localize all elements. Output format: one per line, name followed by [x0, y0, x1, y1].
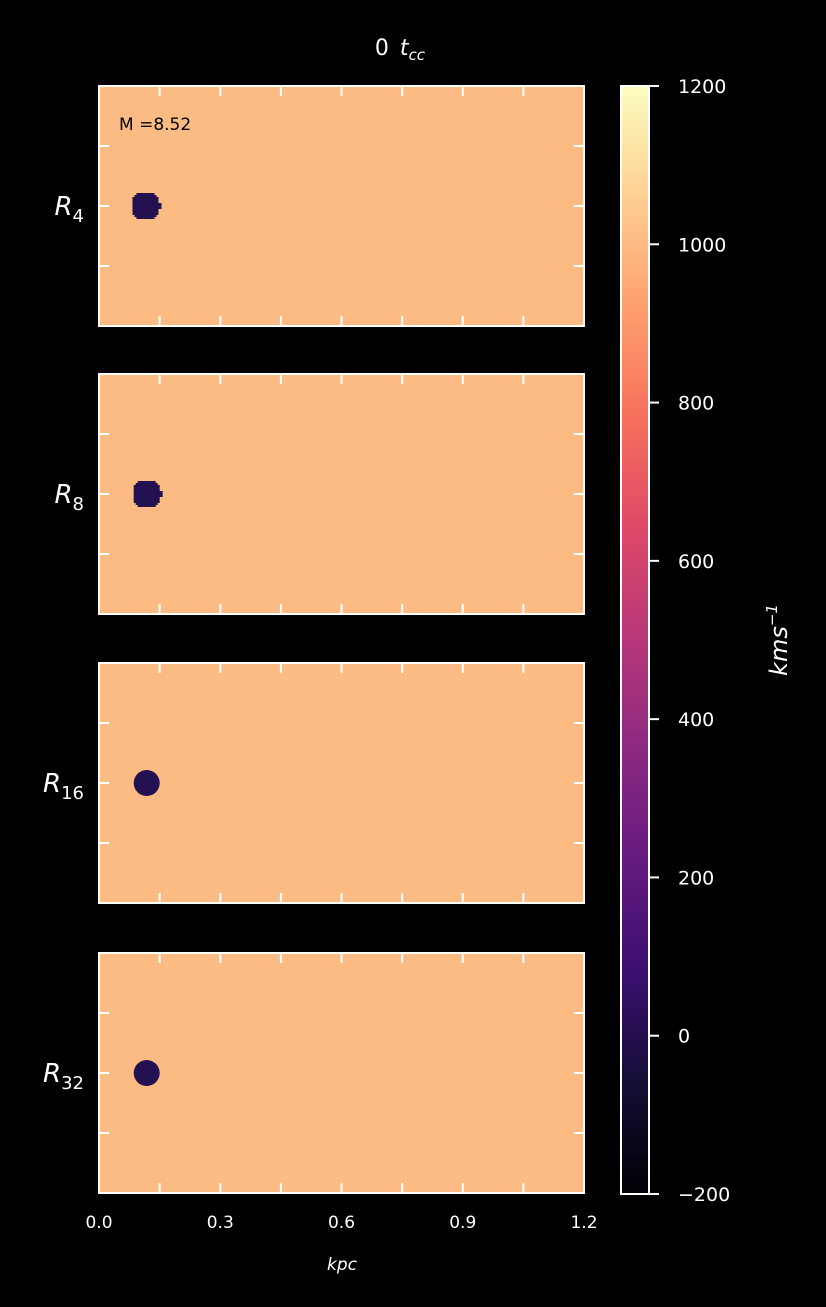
x-tick-label: 0.6: [328, 1213, 355, 1233]
colorbar-ticks: 1200 1000 800 600 400 200 0 −200: [649, 76, 730, 1206]
x-tick-labels: 0.0 0.3 0.6 0.9 1.2: [85, 1213, 597, 1233]
panel-R8: R8: [54, 373, 585, 615]
colorbar-tick-label: 0: [678, 1026, 690, 1048]
x-tick-label: 0.9: [449, 1213, 476, 1233]
cloud-core: [134, 195, 157, 217]
row-label: R8: [54, 480, 84, 515]
colorbar-label: kms−1: [763, 604, 793, 676]
cloud-tail: [158, 491, 163, 497]
panel-background: [98, 373, 585, 615]
cloud: [133, 481, 163, 507]
cloud-tail: [157, 203, 162, 209]
x-tick-label: 1.2: [570, 1213, 597, 1233]
panel-R4: R4: [54, 85, 585, 327]
colorbar-tick-label: 600: [678, 551, 714, 573]
figure-title: 0 tcc: [375, 36, 426, 64]
x-tick-label: 0.0: [85, 1213, 112, 1233]
panel-background: [98, 662, 585, 904]
cloud: [133, 1060, 160, 1086]
x-axis-label: kpc: [327, 1255, 358, 1275]
colorbar-tick-label: 1000: [678, 234, 726, 256]
row-label: R32: [43, 1059, 84, 1094]
colorbar-tick-label: −200: [678, 1184, 730, 1206]
x-tick-label: 0.3: [207, 1213, 234, 1233]
colorbar-tick-label: 400: [678, 709, 714, 731]
panel-background: [98, 952, 585, 1194]
colorbar: [620, 85, 650, 1195]
cloud: [132, 193, 162, 219]
colorbar-tick-label: 800: [678, 393, 714, 415]
cloud: [133, 770, 160, 796]
mach-annotation: M =8.52: [119, 115, 191, 135]
panel-background: [98, 85, 585, 327]
row-label: R4: [54, 192, 84, 227]
colorbar-tick-label: 200: [678, 867, 714, 889]
cloud-core: [135, 483, 158, 505]
panel-R16: R16: [43, 662, 585, 904]
panels: R4 R8 R16 R32: [43, 85, 585, 1194]
panel-R32: R32: [43, 952, 585, 1194]
colorbar-tick-label: 1200: [678, 76, 726, 98]
row-label: R16: [43, 769, 84, 804]
